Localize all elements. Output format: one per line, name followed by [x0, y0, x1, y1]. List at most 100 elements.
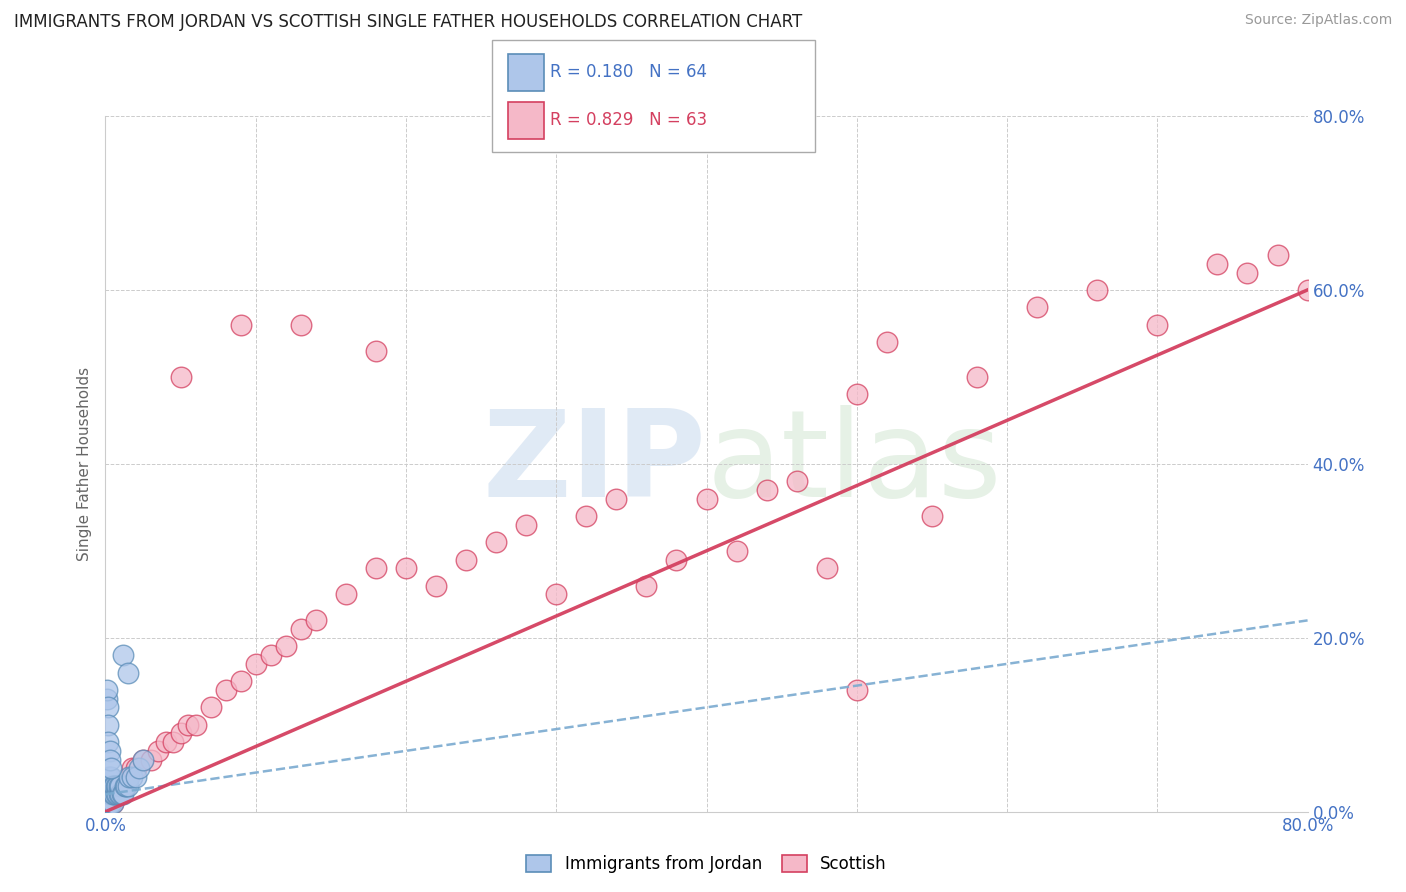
Point	[97, 717, 120, 731]
Text: R = 0.180   N = 64: R = 0.180 N = 64	[550, 62, 707, 80]
Point	[132, 753, 155, 767]
Point	[146, 744, 169, 758]
Point	[454, 552, 477, 566]
Point	[107, 788, 129, 801]
Point	[98, 796, 121, 810]
Point	[97, 788, 120, 801]
Point	[96, 788, 118, 801]
Point	[104, 788, 127, 801]
Point	[546, 587, 568, 601]
Point	[107, 779, 129, 793]
Point	[169, 369, 191, 384]
Point	[97, 796, 120, 810]
Point	[98, 779, 121, 793]
Point	[97, 779, 120, 793]
Point	[335, 587, 357, 601]
Point	[575, 508, 598, 523]
Point	[115, 779, 138, 793]
Point	[245, 657, 267, 671]
Point	[96, 779, 118, 793]
Point	[97, 788, 120, 801]
Point	[96, 796, 118, 810]
Point	[110, 779, 132, 793]
Point	[103, 788, 125, 801]
Point	[104, 788, 127, 801]
Point	[96, 796, 118, 810]
Point	[104, 779, 127, 793]
Point	[1296, 283, 1319, 297]
Point	[845, 387, 868, 401]
Point	[1206, 257, 1229, 271]
Point	[96, 683, 118, 698]
Point	[97, 788, 120, 801]
Point	[98, 796, 121, 810]
Point	[966, 369, 988, 384]
Point	[364, 561, 387, 575]
Point	[98, 788, 121, 801]
Text: atlas: atlas	[707, 405, 1002, 523]
Point	[124, 761, 146, 775]
Point	[97, 796, 120, 810]
Text: IMMIGRANTS FROM JORDAN VS SCOTTISH SINGLE FATHER HOUSEHOLDS CORRELATION CHART: IMMIGRANTS FROM JORDAN VS SCOTTISH SINGL…	[14, 13, 803, 31]
Point	[260, 648, 283, 662]
Point	[101, 796, 124, 810]
Point	[515, 517, 537, 532]
Point	[98, 779, 121, 793]
Point	[110, 779, 132, 793]
Point	[696, 491, 718, 506]
Point	[1267, 248, 1289, 262]
Point	[100, 796, 122, 810]
Point	[921, 508, 943, 523]
Point	[177, 717, 200, 731]
Point	[96, 788, 118, 801]
Point	[114, 779, 136, 793]
Point	[1085, 283, 1108, 297]
Point	[110, 788, 132, 801]
Point	[96, 788, 118, 801]
Point	[214, 683, 236, 698]
Point	[132, 753, 155, 767]
Point	[425, 578, 447, 592]
Point	[305, 614, 328, 628]
Point	[725, 543, 748, 558]
Point	[121, 770, 143, 784]
Point	[96, 691, 118, 706]
Point	[112, 788, 135, 801]
Point	[96, 796, 118, 810]
Point	[395, 561, 418, 575]
Text: ZIP: ZIP	[482, 405, 707, 523]
Point	[107, 788, 129, 801]
Point	[755, 483, 778, 497]
Point	[101, 788, 124, 801]
Point	[98, 744, 121, 758]
Point	[103, 788, 125, 801]
Point	[117, 665, 139, 680]
Point	[184, 717, 207, 731]
Point	[112, 779, 135, 793]
Point	[112, 648, 135, 662]
Point	[124, 770, 146, 784]
Point	[97, 700, 120, 714]
Point	[1146, 318, 1168, 332]
Point	[103, 779, 125, 793]
Point	[290, 318, 312, 332]
Point	[1026, 300, 1049, 315]
Point	[97, 779, 120, 793]
Point	[101, 779, 124, 793]
Point	[96, 796, 118, 810]
Text: Source: ZipAtlas.com: Source: ZipAtlas.com	[1244, 13, 1392, 28]
Point	[108, 788, 131, 801]
Point	[97, 770, 120, 784]
Point	[169, 726, 191, 740]
Point	[605, 491, 627, 506]
Point	[200, 700, 222, 714]
Point	[98, 753, 121, 767]
Point	[118, 770, 141, 784]
Point	[162, 735, 184, 749]
Point	[636, 578, 658, 592]
Point	[139, 753, 162, 767]
Point	[98, 770, 121, 784]
Y-axis label: Single Father Households: Single Father Households	[77, 367, 93, 561]
Point	[100, 770, 122, 784]
Point	[128, 761, 150, 775]
